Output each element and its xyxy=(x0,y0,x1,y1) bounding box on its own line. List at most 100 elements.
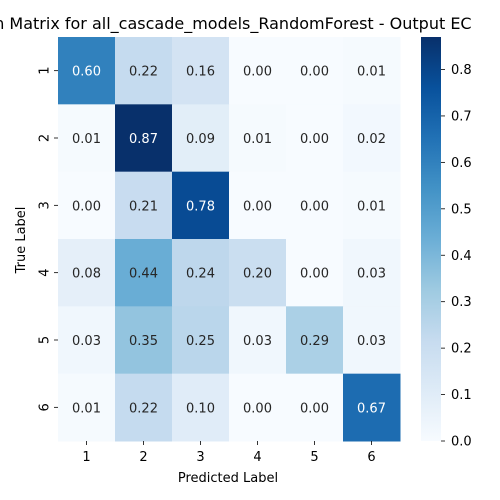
cell-value-label: 0.01 xyxy=(72,401,101,416)
heatmap-cell xyxy=(229,171,287,240)
colorbar-tick-label: 0.6 xyxy=(451,156,472,171)
cell-value-label: 0.01 xyxy=(357,65,386,80)
cell-value-label: 0.00 xyxy=(300,65,329,80)
cell-value-label: 0.29 xyxy=(300,334,329,349)
cell-value-label: 0.78 xyxy=(186,199,215,214)
cell-value-label: 0.02 xyxy=(357,132,386,147)
heatmap-cell xyxy=(343,37,401,105)
heatmap-cell xyxy=(172,171,230,240)
heatmap-cell xyxy=(115,306,173,375)
colorbar-tick-label: 0.4 xyxy=(451,249,472,264)
colorbar: 0.0 0.1 0.2 0.3 0.4 0.5 0.6 0.7 0.8 xyxy=(421,37,472,450)
cell-value-label: 0.24 xyxy=(186,267,215,282)
y-tick-label: 6 xyxy=(38,403,53,411)
heatmap-cell xyxy=(172,239,230,307)
cell-value-label: 0.03 xyxy=(72,334,101,349)
x-tick-label: 6 xyxy=(367,450,375,465)
x-tick-label: 5 xyxy=(310,450,318,465)
y-tick-label: 2 xyxy=(38,134,53,142)
cell-value-label: 0.08 xyxy=(72,267,101,282)
cell-value-label: 0.00 xyxy=(72,199,101,214)
heatmap-cell xyxy=(229,37,287,105)
heatmap-cell xyxy=(58,104,116,173)
cell-value-label: 0.87 xyxy=(129,132,158,147)
cell-value-label: 0.16 xyxy=(186,65,215,80)
heatmap-cell xyxy=(286,239,344,307)
heatmap-cell xyxy=(286,171,344,240)
heatmap-cell xyxy=(229,306,287,375)
colorbar-tick-label: 0.3 xyxy=(451,295,472,310)
heatmap-cell xyxy=(172,306,230,375)
heatmap-cell xyxy=(172,37,230,105)
x-axis: 1 2 3 4 5 6 xyxy=(82,441,376,465)
cell-value-label: 0.00 xyxy=(300,132,329,147)
cell-value-label: 0.00 xyxy=(243,199,272,214)
x-tick-label: 3 xyxy=(196,450,204,465)
colorbar-tick-label: 0.5 xyxy=(451,202,472,217)
cell-value-label: 0.20 xyxy=(243,267,272,282)
y-axis-label: True Label xyxy=(14,207,29,275)
cell-value-label: 0.00 xyxy=(243,401,272,416)
cell-value-label: 0.25 xyxy=(186,334,215,349)
cell-value-label: 0.03 xyxy=(243,334,272,349)
cell-value-label: 0.00 xyxy=(300,199,329,214)
heatmap-cell xyxy=(115,171,173,240)
heatmap-cell xyxy=(343,104,401,173)
y-tick-label: 5 xyxy=(38,336,53,344)
cell-value-label: 0.22 xyxy=(129,65,158,80)
heatmap-cell xyxy=(286,104,344,173)
heatmap-cell xyxy=(286,306,344,375)
x-tick-label: 1 xyxy=(82,450,90,465)
cell-value-label: 0.44 xyxy=(129,267,158,282)
heatmap-cell xyxy=(115,239,173,307)
cell-value-label: 0.21 xyxy=(129,199,158,214)
colorbar-tick-label: 0.7 xyxy=(451,109,472,124)
heatmap-cell xyxy=(115,373,173,442)
heatmap-cell xyxy=(229,373,287,442)
colorbar-tick-label: 0.1 xyxy=(451,388,472,403)
cell-value-label: 0.10 xyxy=(186,401,215,416)
heatmap-cells xyxy=(58,37,401,442)
cell-value-label: 0.60 xyxy=(72,65,101,80)
chart-title: on Matrix for all_cascade_models_RandomF… xyxy=(0,14,472,34)
heatmap-cell xyxy=(115,37,173,105)
cell-value-label: 0.01 xyxy=(72,132,101,147)
heatmap-cell xyxy=(58,239,116,307)
x-tick-label: 2 xyxy=(139,450,147,465)
cell-value-label: 0.03 xyxy=(357,267,386,282)
cell-value-label: 0.01 xyxy=(357,199,386,214)
y-axis: 1 2 3 4 5 6 xyxy=(38,67,58,411)
cell-value-label: 0.01 xyxy=(243,132,272,147)
heatmap-cell xyxy=(172,373,230,442)
heatmap-cell xyxy=(115,104,173,173)
heatmap-value-labels: 0.60 0.22 0.16 0.00 0.00 0.01 0.01 0.87 0.09 0.01… xyxy=(72,65,386,417)
heatmap-cell xyxy=(286,373,344,442)
heatmap-cell xyxy=(229,104,287,173)
heatmap-cell xyxy=(286,37,344,105)
x-tick-label: 4 xyxy=(253,450,261,465)
cell-value-label: 0.00 xyxy=(243,65,272,80)
cell-value-label: 0.00 xyxy=(300,401,329,416)
cell-value-label: 0.35 xyxy=(129,334,158,349)
y-tick-label: 4 xyxy=(38,269,53,277)
heatmap-cell xyxy=(229,239,287,307)
heatmap-cell xyxy=(58,171,116,240)
heatmap-cell xyxy=(343,239,401,307)
colorbar-tick-label: 0.0 xyxy=(451,435,472,450)
y-tick-label: 3 xyxy=(38,201,53,209)
cell-value-label: 0.00 xyxy=(300,267,329,282)
colorbar-gradient xyxy=(421,37,441,441)
heatmap-cell xyxy=(343,306,401,375)
heatmap-cell xyxy=(343,171,401,240)
heatmap-cell xyxy=(58,37,116,105)
heatmap-cell xyxy=(58,373,116,442)
cell-value-label: 0.03 xyxy=(357,334,386,349)
heatmap-cell xyxy=(58,306,116,375)
x-axis-label: Predicted Label xyxy=(178,471,278,486)
y-tick-label: 1 xyxy=(38,67,53,75)
colorbar-tick-label: 0.2 xyxy=(451,342,472,357)
cell-value-label: 0.09 xyxy=(186,132,215,147)
colorbar-tick-label: 0.8 xyxy=(451,63,472,78)
heatmap-cell xyxy=(343,373,401,442)
